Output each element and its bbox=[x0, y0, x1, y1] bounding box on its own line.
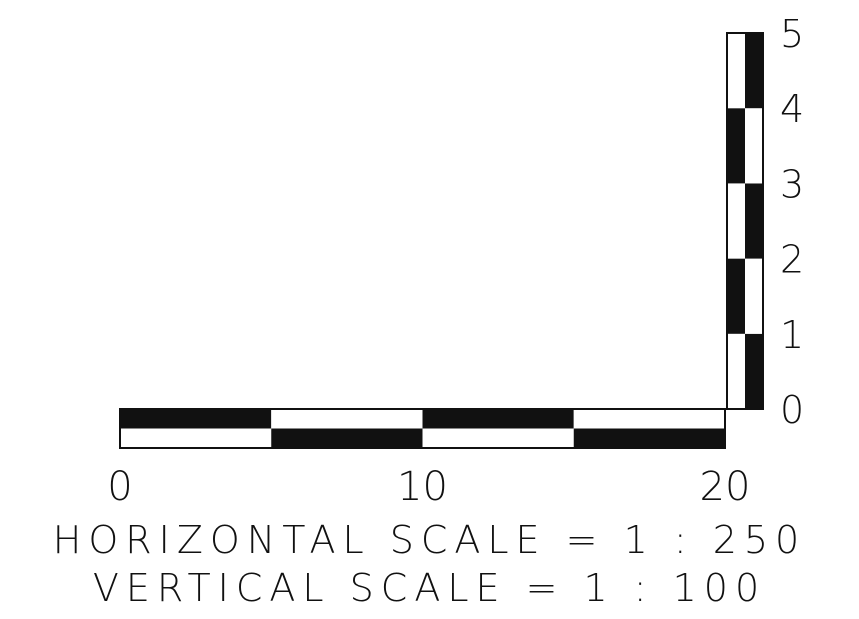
h-bar-segment-top bbox=[271, 409, 423, 429]
v-bar-segment-left bbox=[727, 333, 745, 409]
v-bar-segment-right bbox=[745, 108, 763, 184]
v-tick-label: 1 bbox=[780, 313, 804, 357]
v-tick-label: 0 bbox=[780, 388, 804, 432]
v-bar-segment-left bbox=[727, 258, 745, 334]
v-bar-segment-right bbox=[745, 183, 763, 259]
v-bar-outline bbox=[726, 32, 764, 410]
h-tick-label: 20 bbox=[700, 464, 751, 510]
v-bar-segment-left bbox=[727, 108, 745, 184]
h-bar-segment-bottom bbox=[422, 428, 574, 448]
h-bar-segment-bottom bbox=[120, 428, 272, 448]
v-bar-segment-right bbox=[745, 333, 763, 409]
vertical-scale-bar bbox=[726, 32, 764, 410]
vertical-tick-labels: 0 1 2 3 4 5 bbox=[780, 12, 804, 432]
h-bar-segment-top bbox=[573, 409, 725, 429]
h-bar-segment-bottom bbox=[573, 428, 725, 448]
v-bar-segment-right bbox=[745, 258, 763, 334]
horizontal-scale-caption: HORIZONTAL SCALE = 1 : 250 bbox=[52, 518, 807, 562]
v-tick-label: 5 bbox=[780, 12, 804, 56]
v-tick-label: 4 bbox=[780, 87, 804, 131]
h-tick-label: 0 bbox=[107, 464, 132, 510]
h-bar-outline bbox=[119, 408, 726, 449]
v-bar-segment-left bbox=[727, 33, 745, 109]
v-bar-segment-left bbox=[727, 183, 745, 259]
h-bar-segment-top bbox=[422, 409, 574, 429]
horizontal-scale-bar bbox=[119, 408, 726, 449]
v-bar-segment-right bbox=[745, 33, 763, 109]
h-bar-segment-top bbox=[120, 409, 272, 429]
horizontal-tick-labels: 0 10 20 bbox=[107, 464, 750, 510]
vertical-scale-caption: VERTICAL SCALE = 1 : 100 bbox=[92, 566, 767, 610]
h-tick-label: 10 bbox=[397, 464, 448, 510]
v-tick-label: 3 bbox=[780, 162, 804, 206]
h-bar-segment-bottom bbox=[271, 428, 423, 448]
v-tick-label: 2 bbox=[780, 238, 804, 282]
